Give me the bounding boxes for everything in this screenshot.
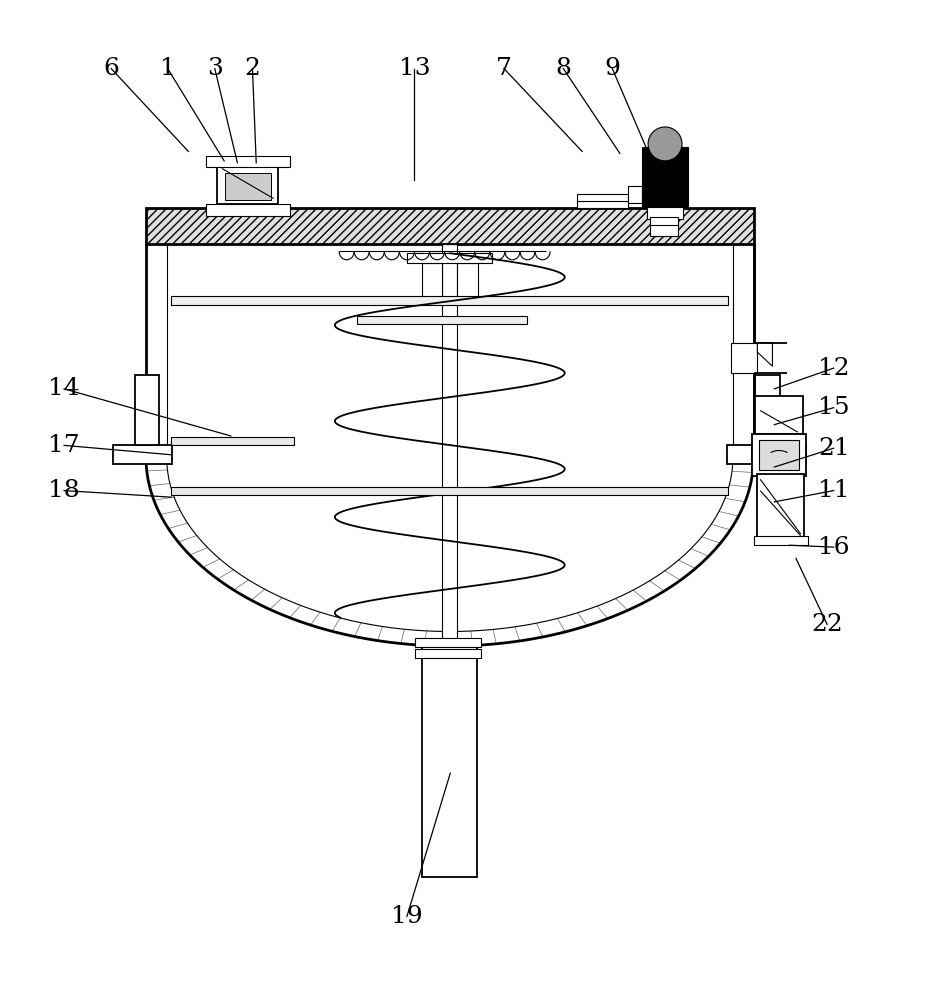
Text: 6: 6 [104,57,119,80]
Polygon shape [167,244,733,458]
Text: 8: 8 [556,57,571,80]
Bar [628,186,642,203]
Bar [421,263,443,300]
Bar [135,375,159,445]
Bar [650,225,678,236]
Bar [754,536,808,545]
Bar [752,434,806,476]
Bar [727,445,787,464]
Text: 2: 2 [245,57,260,80]
Bar [755,396,803,434]
Bar [442,244,457,646]
Bar [752,445,806,462]
Text: 11: 11 [818,479,850,502]
Text: 3: 3 [207,57,222,80]
Bar [759,440,799,470]
Bar [171,296,728,305]
Text: 12: 12 [818,357,850,380]
Bar [577,194,628,203]
Bar [731,343,757,373]
Bar [113,445,172,464]
Text: 17: 17 [48,434,80,457]
Text: 16: 16 [818,536,850,559]
Bar [217,162,279,204]
Bar [647,207,683,219]
Bar [650,217,678,227]
Text: 14: 14 [48,377,80,400]
Bar [171,487,728,495]
Text: 18: 18 [48,479,80,502]
Polygon shape [757,343,772,366]
Circle shape [648,127,682,161]
Bar [458,263,478,300]
Text: 1: 1 [160,57,175,80]
Text: 21: 21 [818,437,850,460]
Text: 9: 9 [605,57,620,80]
Bar [757,474,804,538]
Bar [146,208,754,244]
Polygon shape [167,458,733,632]
Bar [357,316,528,324]
Bar [642,147,688,208]
Bar [414,638,480,647]
Text: 15: 15 [818,396,850,419]
Bar [171,437,294,445]
Text: 22: 22 [811,613,843,636]
Bar [225,173,271,200]
Text: 13: 13 [398,57,430,80]
Bar [577,201,628,208]
Bar [407,253,492,263]
Bar [755,375,780,445]
Bar [422,641,477,877]
Text: 7: 7 [496,57,512,80]
Bar [205,156,289,167]
Bar [205,204,289,216]
Bar [414,649,480,658]
Text: 19: 19 [391,905,423,928]
